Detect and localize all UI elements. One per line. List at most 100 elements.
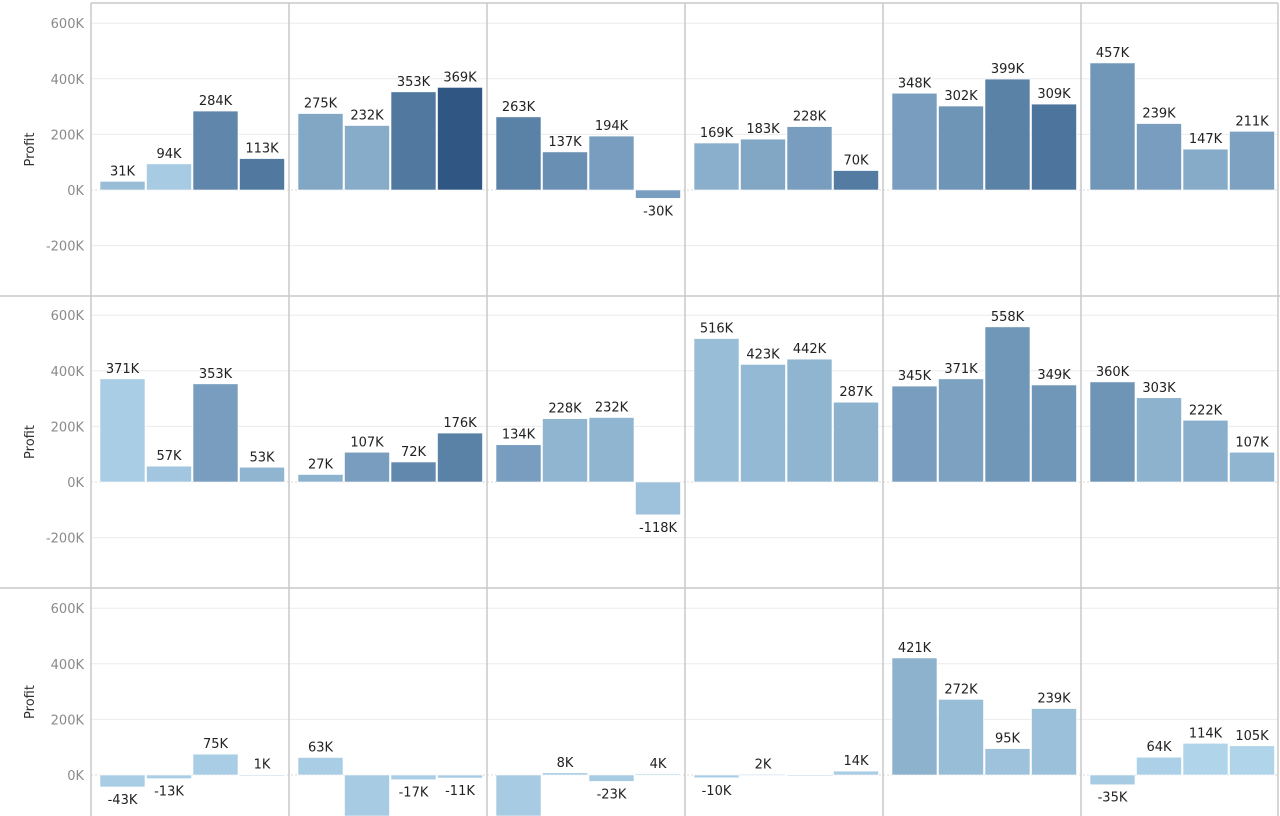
bar	[390, 91, 437, 191]
bar	[891, 385, 938, 483]
bar	[1089, 381, 1136, 483]
bar	[1031, 384, 1077, 483]
data-label: 309K	[1037, 87, 1071, 102]
data-label: 228K	[793, 110, 827, 125]
y-tick-label: 600K	[51, 17, 85, 32]
bar	[693, 142, 740, 191]
data-label: 369K	[443, 70, 477, 85]
bar	[1182, 148, 1229, 191]
data-label: 31K	[110, 164, 136, 179]
bar	[786, 774, 833, 777]
data-label: 107K	[1235, 435, 1269, 450]
y-axis-label: Profit	[23, 133, 38, 167]
data-label: 516K	[700, 322, 734, 337]
data-label: 353K	[397, 75, 431, 90]
bar	[297, 113, 344, 191]
data-label: 194K	[595, 119, 629, 134]
data-label: 558K	[991, 310, 1025, 325]
data-label: 4K	[650, 757, 667, 772]
bar	[786, 126, 833, 191]
bar	[1136, 756, 1182, 776]
y-tick-label: 400K	[51, 365, 85, 380]
y-tick-label: 0K	[67, 476, 84, 491]
bar	[297, 757, 344, 776]
data-label: 399K	[991, 62, 1025, 77]
data-label: 53K	[249, 450, 275, 465]
bar	[938, 699, 984, 776]
bar	[693, 774, 740, 779]
bar	[938, 105, 984, 191]
y-tick-label: -200K	[46, 532, 85, 547]
panel-1-2: 275K 232K 353K 369K	[297, 70, 483, 191]
bar	[495, 116, 542, 191]
bar	[984, 748, 1031, 776]
bar	[344, 125, 390, 191]
data-label: 14K	[843, 754, 869, 769]
bar	[1182, 743, 1229, 776]
bar	[984, 78, 1031, 191]
bar	[495, 444, 542, 483]
data-label: 57K	[156, 449, 182, 464]
data-label: 371K	[106, 362, 140, 377]
bar	[495, 774, 542, 816]
panel-1-1: 31K 94K 284K 113K	[99, 94, 285, 191]
data-label: 211K	[1235, 114, 1269, 129]
panel-2-2: 27K 107K 72K 176K	[297, 416, 483, 483]
bar	[1089, 774, 1136, 786]
data-label: -13K	[154, 785, 184, 800]
bar	[1182, 419, 1229, 483]
bar	[740, 774, 786, 776]
bar	[99, 181, 146, 191]
data-label: 272K	[944, 682, 978, 697]
bar	[390, 461, 437, 483]
panel-3-3: 8K -23K 4K	[495, 756, 681, 816]
data-label: 421K	[898, 641, 932, 656]
y-tick-label: 400K	[51, 658, 85, 673]
data-label: 442K	[793, 342, 827, 357]
bar	[437, 432, 483, 483]
bar	[891, 657, 938, 776]
data-label: 183K	[746, 122, 780, 137]
y-tick-label: 600K	[51, 602, 85, 617]
data-label: 8K	[557, 756, 574, 771]
data-label: 284K	[199, 94, 233, 109]
bar	[437, 87, 483, 191]
bar	[740, 138, 786, 191]
bar	[635, 189, 681, 199]
bar	[542, 772, 588, 776]
data-label: 222K	[1189, 403, 1223, 418]
panel-3-4: -10K 2K 14K	[693, 754, 879, 799]
bar	[297, 474, 344, 483]
panel-1-3: 263K 137K 194K -30K	[495, 100, 681, 219]
bar	[635, 481, 681, 516]
data-label: -23K	[597, 787, 627, 802]
data-label: 423K	[746, 347, 780, 362]
y-tick-label: 200K	[51, 128, 85, 143]
data-label: 64K	[1146, 740, 1172, 755]
bar	[146, 774, 192, 779]
panel-1-6: 457K 239K 147K 211K	[1089, 46, 1275, 191]
bar	[192, 383, 239, 483]
y-axis-label: Profit	[23, 685, 38, 719]
data-label: 63K	[308, 740, 334, 755]
data-label: 287K	[839, 385, 873, 400]
bar	[588, 135, 635, 191]
bar	[1031, 708, 1077, 776]
data-label: 95K	[995, 732, 1021, 747]
bar	[146, 465, 192, 483]
y-tick-label: -200K	[46, 240, 85, 255]
data-label: 275K	[304, 97, 338, 112]
bar	[1136, 397, 1182, 483]
y-tick-label: 0K	[67, 769, 84, 784]
data-label: 232K	[595, 401, 629, 416]
data-label: -30K	[643, 204, 673, 219]
panel-3-1: -43K -13K 75K 1K	[99, 737, 285, 808]
panel-3-5: 421K 272K 95K 239K	[891, 641, 1077, 776]
chart-row-2: 600K 400K 200K 0K -200K Profit 371K 57K 353K 53K 2…	[23, 309, 1278, 547]
y-tick-label: 400K	[51, 73, 85, 88]
bar	[984, 326, 1031, 483]
bar	[740, 364, 786, 483]
bar	[239, 774, 285, 777]
bar	[239, 466, 285, 483]
